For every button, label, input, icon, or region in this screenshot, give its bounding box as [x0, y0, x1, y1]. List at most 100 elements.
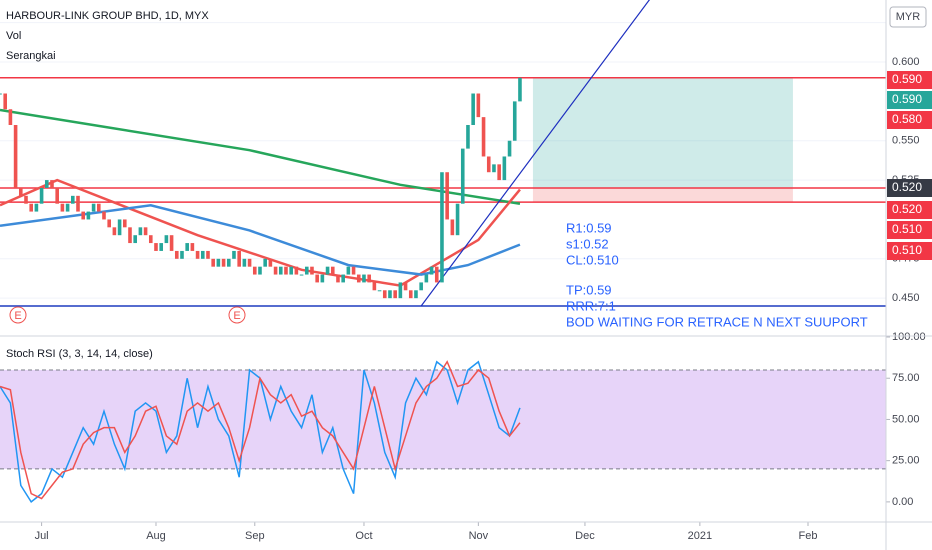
candle — [492, 164, 496, 173]
candle — [455, 203, 460, 236]
indicator-label: Vol — [6, 30, 21, 42]
candle — [460, 148, 465, 204]
candle — [419, 282, 423, 291]
candle — [398, 282, 403, 299]
candle — [393, 290, 397, 299]
annotation: RRR:7:1 — [566, 298, 616, 313]
candle — [70, 195, 75, 204]
x-tick-label: 2021 — [688, 530, 712, 542]
y-tick-label: 75.00 — [892, 372, 920, 384]
candle — [117, 219, 122, 236]
candle — [18, 187, 23, 196]
candle — [252, 266, 257, 275]
candle — [96, 203, 101, 212]
candle — [268, 258, 273, 267]
annotation: BOD WAITING FOR RETRACE N NEXT SUUPORT — [566, 314, 868, 329]
candle — [429, 266, 434, 275]
candle — [50, 180, 54, 188]
candle — [330, 266, 335, 275]
candle — [356, 274, 361, 283]
symbol-title: HARBOUR-LINK GROUP BHD, 1D, MYX — [6, 10, 209, 22]
candle — [466, 124, 470, 149]
earnings-marker[interactable] — [9, 306, 27, 324]
earnings-label[interactable]: E — [233, 310, 240, 322]
candle — [502, 156, 507, 181]
candle — [128, 227, 132, 244]
candle — [122, 219, 127, 228]
candle — [315, 274, 319, 283]
candle — [65, 203, 70, 212]
price-badge-label: 0.580 — [892, 112, 922, 126]
candle — [232, 250, 236, 259]
candle — [497, 164, 501, 181]
candle — [414, 290, 418, 299]
candle — [39, 187, 44, 204]
candle — [24, 195, 28, 204]
candle — [164, 235, 169, 244]
overbought-band — [0, 369, 886, 469]
candle — [362, 274, 366, 283]
candle — [445, 172, 449, 220]
indicator-label: Serangkai — [6, 50, 56, 62]
stoch-line — [0, 360, 521, 500]
moving-average — [0, 204, 521, 276]
price-badge — [887, 201, 932, 219]
candle — [211, 258, 215, 267]
candle — [102, 211, 106, 220]
price-badge — [887, 179, 932, 197]
candle — [8, 109, 13, 125]
y-tick-label: 100.00 — [892, 331, 926, 343]
x-tick-label: Oct — [355, 530, 372, 542]
currency-label[interactable]: MYR — [896, 11, 921, 23]
annotation: R1:0.59 — [566, 220, 612, 235]
price-badge — [887, 242, 932, 260]
candle — [481, 117, 486, 157]
candle — [351, 266, 356, 275]
price-badge — [887, 221, 932, 239]
candle — [200, 250, 205, 259]
candle — [388, 290, 392, 299]
stop-zone — [532, 187, 793, 203]
price-badge-label: 0.510 — [892, 243, 922, 257]
candle — [195, 250, 200, 259]
candle — [284, 266, 288, 275]
candle — [81, 211, 85, 220]
axes: 0.4500.4750.5250.5500.6000.6250.5900.590… — [35, 17, 932, 542]
candle — [507, 140, 512, 157]
candle — [86, 211, 91, 220]
annotation: TP:0.59 — [566, 282, 612, 297]
candle — [206, 250, 210, 259]
candle — [367, 274, 371, 283]
candle — [221, 258, 226, 267]
candle — [408, 290, 413, 299]
earnings-marker[interactable] — [228, 306, 246, 324]
candle — [112, 227, 117, 236]
candle — [29, 203, 33, 212]
currency-badge[interactable] — [889, 6, 927, 28]
candle — [143, 227, 148, 236]
x-tick-label: Jul — [35, 530, 49, 542]
y-tick-label: 50.00 — [892, 413, 920, 425]
price-badge-label: 0.520 — [892, 180, 922, 194]
candle — [169, 235, 174, 251]
candle — [476, 93, 481, 118]
candle — [294, 266, 299, 275]
candle — [55, 187, 59, 204]
candle — [60, 203, 65, 212]
price-badge-label: 0.590 — [892, 92, 922, 106]
annotation: s1:0.52 — [566, 236, 609, 251]
earnings-label[interactable]: E — [14, 310, 21, 322]
candle — [486, 156, 491, 173]
price-badge-label: 0.590 — [892, 72, 922, 86]
candle — [180, 250, 184, 259]
candle — [471, 93, 475, 125]
candle — [154, 243, 158, 251]
y-tick-label: 25.00 — [892, 455, 920, 467]
candle — [434, 266, 439, 283]
candle — [0, 93, 2, 95]
candle — [247, 258, 252, 267]
candle — [346, 266, 351, 275]
candle — [263, 258, 267, 267]
candle — [450, 219, 455, 236]
candle — [3, 93, 7, 110]
